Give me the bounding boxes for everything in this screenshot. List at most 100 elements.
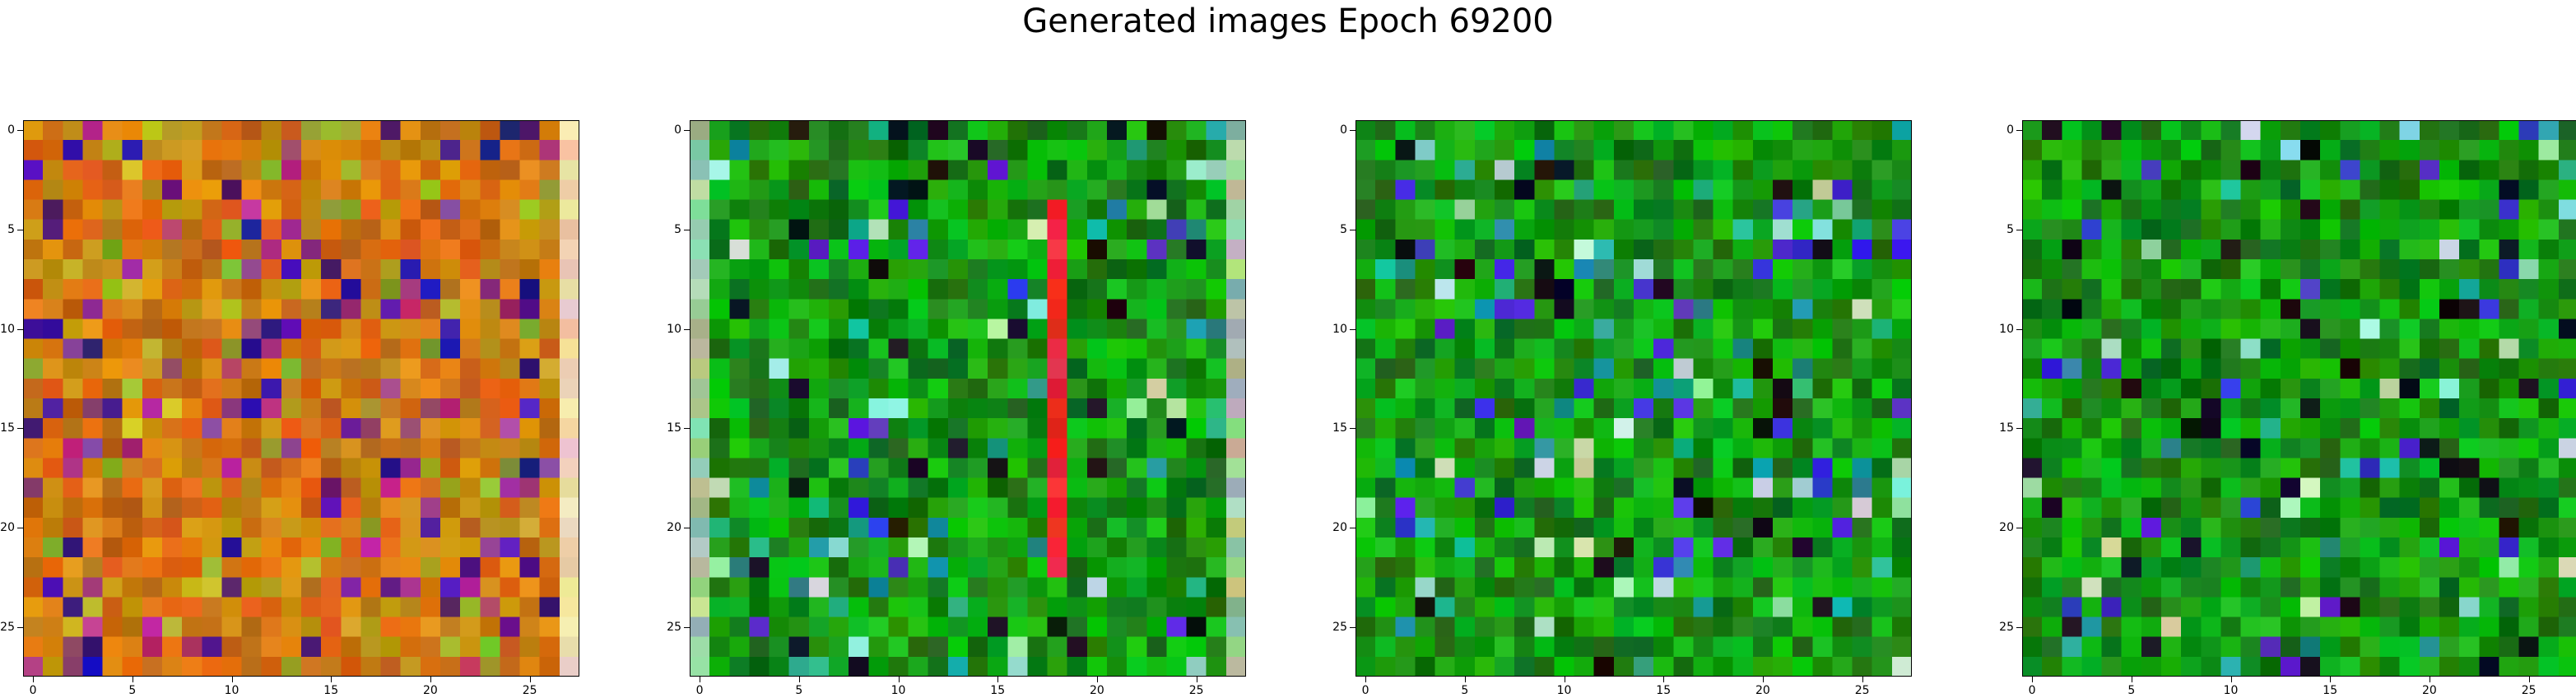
pixel-cell [360,656,382,677]
pixel-cell [1166,140,1188,161]
pixel-cell [968,179,988,201]
pixel-cell [2459,358,2480,379]
pixel-cell [2121,319,2142,340]
pixel-cell [2399,497,2420,519]
pixel-cell [221,338,243,360]
pixel-cell [788,458,810,479]
y-tick-label: 20 [0,520,15,534]
pixel-cell [2340,378,2361,399]
pixel-cell [1067,398,1088,419]
pixel-cell [1495,259,1515,280]
pixel-cell [1832,338,1853,360]
pixel-cell [1186,239,1207,260]
pixel-cell [1752,239,1774,260]
pixel-cell [142,140,163,161]
pixel-cell [301,160,322,181]
pixel-cell [2081,656,2103,677]
pixel-cell [968,160,988,181]
pixel-cell [122,179,143,201]
pixel-cell [1415,438,1436,459]
pixel-cell [2419,358,2440,379]
pixel-cell [1574,219,1595,240]
pixel-cell [1027,517,1049,538]
pixel-cell [709,557,730,578]
pixel-cell [281,338,302,360]
pixel-cell [2300,438,2321,459]
pixel-cell [1375,358,1396,379]
pixel-cell [1166,259,1188,280]
pixel-cell [321,120,342,141]
pixel-cell [1593,279,1615,300]
pixel-cell [2320,418,2341,439]
pixel-cell [2320,557,2341,578]
pixel-cell [1832,160,1853,181]
pixel-cell [380,358,402,379]
pixel-cell [102,477,123,499]
pixel-cell [82,338,104,360]
pixel-cell [102,279,123,300]
pixel-cell [2538,577,2560,598]
pixel-cell [2220,418,2242,439]
pixel-cell [2062,140,2083,161]
pixel-cell [102,438,123,459]
pixel-cell [2220,160,2242,181]
pixel-cell [1415,120,1436,141]
pixel-cell [908,140,929,161]
pixel-cell [1027,338,1049,360]
pixel-cell [241,597,263,618]
x-tick-label: 15 [2323,684,2338,697]
pixel-cell [1355,319,1376,340]
pixel-cell [1713,477,1734,499]
pixel-cell [2062,219,2083,240]
pixel-cell [1514,299,1535,320]
pixel-cell [82,617,104,638]
pixel-cell [480,497,501,519]
pixel-cell [241,557,263,578]
pixel-cell [1693,418,1714,439]
pixel-cell [968,557,988,578]
pixel-cell [2220,577,2242,598]
pixel-cell [142,160,163,181]
pixel-cell [440,656,461,677]
pixel-cell [849,557,869,578]
pixel-cell [2201,160,2222,181]
pixel-cell [690,199,710,221]
pixel-cell [480,418,501,439]
pixel-cell [988,497,1008,519]
pixel-cell [2379,557,2401,578]
pixel-cell [729,617,751,638]
pixel-cell [2340,160,2361,181]
pixel-cell [2042,160,2062,181]
pixel-cell [82,259,104,280]
pixel-cell [1166,120,1188,141]
pixel-cell [1554,537,1575,558]
pixel-cell [2240,160,2262,181]
pixel-cell [1693,617,1714,638]
pixel-cell [1593,199,1615,221]
pixel-cell [2360,438,2381,459]
pixel-cell [380,120,402,141]
pixel-cell [2260,597,2281,618]
pixel-cell [829,259,849,280]
pixel-cell [2479,378,2500,399]
pixel-cell [829,299,849,320]
pixel-cell [63,299,84,320]
pixel-cell [690,497,710,519]
pixel-cell [380,636,402,658]
pixel-cell [1375,140,1396,161]
pixel-cell [1047,636,1068,658]
pixel-cell [1832,477,1853,499]
pixel-cell [1634,160,1654,181]
pixel-cell [2121,537,2142,558]
pixel-cell [947,299,969,320]
pixel-cell [2062,557,2083,578]
pixel-cell [221,458,243,479]
pixel-cell [1186,656,1207,677]
pixel-cell [82,656,104,677]
pixel-cell [142,557,163,578]
pixel-cell [2121,179,2142,201]
pixel-cell [829,160,849,181]
pixel-cell [1653,398,1674,419]
pixel-cell [142,338,163,360]
pixel-cell [690,477,710,499]
